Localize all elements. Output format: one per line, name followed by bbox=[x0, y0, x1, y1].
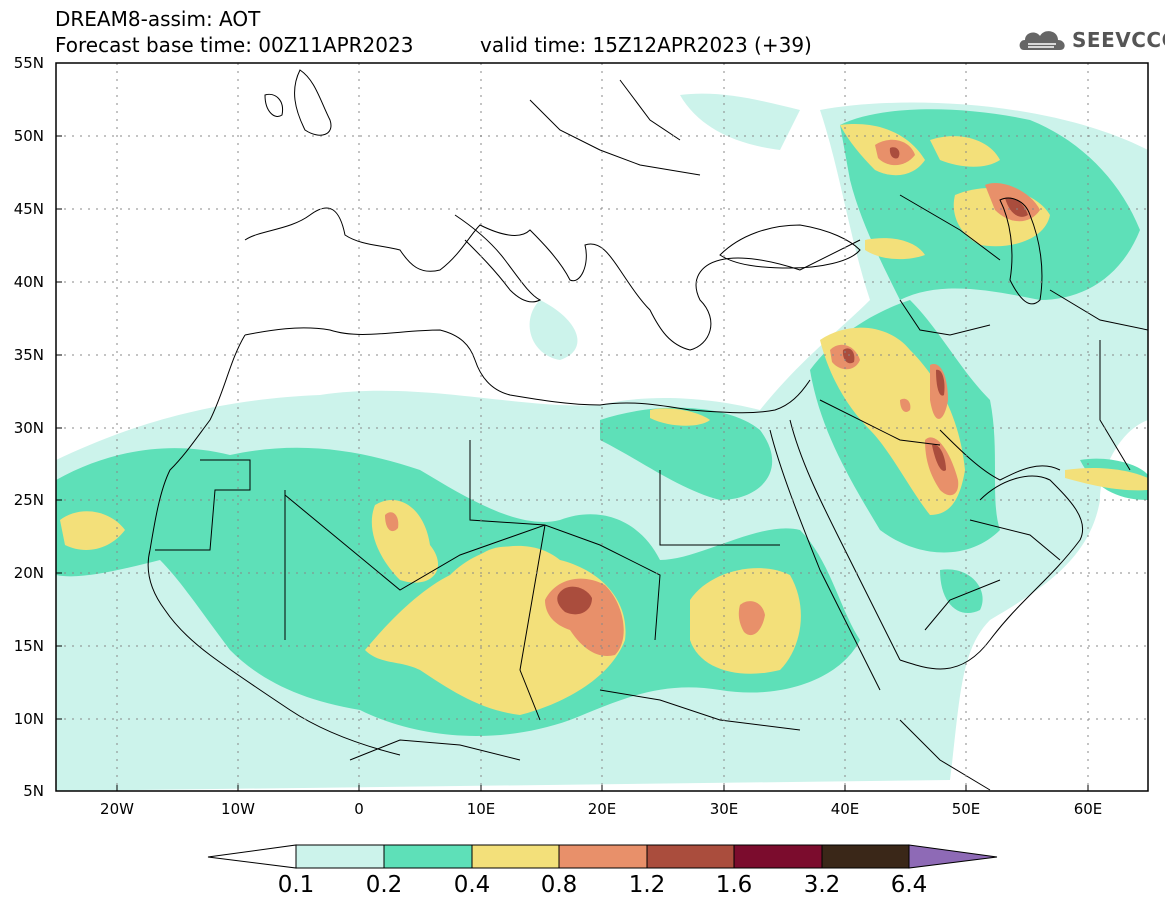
aot-field bbox=[56, 93, 1148, 791]
lat-label: 40N bbox=[13, 273, 44, 291]
colorbar-box-0.2 bbox=[383, 844, 473, 869]
colorbar-box-1.2 bbox=[646, 844, 735, 869]
colorbar-box-0.8 bbox=[558, 844, 648, 869]
colorbar-under-arrow bbox=[207, 844, 297, 869]
lon-label: 40E bbox=[830, 800, 860, 818]
lon-label: 50E bbox=[951, 800, 981, 818]
lon-label: 20W bbox=[100, 800, 134, 818]
lon-label: 60E bbox=[1073, 800, 1103, 818]
colorbar-label: 1.2 bbox=[628, 872, 666, 898]
colorbar-box-0.4 bbox=[471, 844, 560, 869]
colorbar-label: 0.8 bbox=[540, 872, 578, 898]
lat-label: 35N bbox=[13, 346, 44, 364]
lat-label: 20N bbox=[13, 564, 44, 582]
colorbar-label: 3.2 bbox=[803, 872, 841, 898]
aot-band-1.2 bbox=[557, 147, 1028, 615]
lon-label: 10E bbox=[466, 800, 496, 818]
colorbar-label: 0.2 bbox=[365, 872, 403, 898]
colorbar-label: 0.4 bbox=[453, 872, 491, 898]
coastlines-borders bbox=[147, 69, 1148, 791]
lat-label: 15N bbox=[13, 637, 44, 655]
lat-label: 50N bbox=[13, 127, 44, 145]
map-title: DREAM8-assim: AOT bbox=[55, 7, 261, 31]
lat-label: 10N bbox=[13, 710, 44, 728]
aot-band-0.4 bbox=[60, 124, 1148, 715]
seevccc-logo: SEEVCCC bbox=[1016, 22, 1165, 58]
colorbar-over-arrow bbox=[908, 844, 998, 869]
colorbar-label: 1.6 bbox=[715, 872, 753, 898]
valid-time: valid time: 15Z12APR2023 (+39) bbox=[480, 33, 812, 57]
lon-label: 20E bbox=[587, 800, 617, 818]
lat-label: 25N bbox=[13, 491, 44, 509]
colorbar bbox=[207, 844, 998, 869]
lon-label: 0 bbox=[354, 800, 364, 818]
colorbar-box-1.6 bbox=[733, 844, 823, 869]
colorbar-box-3.2 bbox=[821, 844, 910, 869]
axis-ticks bbox=[56, 135, 1089, 791]
lat-label: 5N bbox=[23, 782, 44, 800]
lat-label: 55N bbox=[13, 54, 44, 72]
graticule bbox=[56, 63, 1148, 791]
lon-label: 10W bbox=[221, 800, 255, 818]
lat-label: 45N bbox=[13, 200, 44, 218]
colorbar-box-0.1 bbox=[295, 844, 385, 869]
lat-label: 30N bbox=[13, 419, 44, 437]
lon-label: 30E bbox=[709, 800, 739, 818]
logo-text: SEEVCCC bbox=[1072, 28, 1165, 52]
forecast-base-time: Forecast base time: 00Z11APR2023 bbox=[55, 33, 414, 57]
colorbar-label: 0.1 bbox=[277, 872, 315, 898]
cloud-icon bbox=[1019, 31, 1065, 50]
colorbar-label: 6.4 bbox=[890, 872, 928, 898]
